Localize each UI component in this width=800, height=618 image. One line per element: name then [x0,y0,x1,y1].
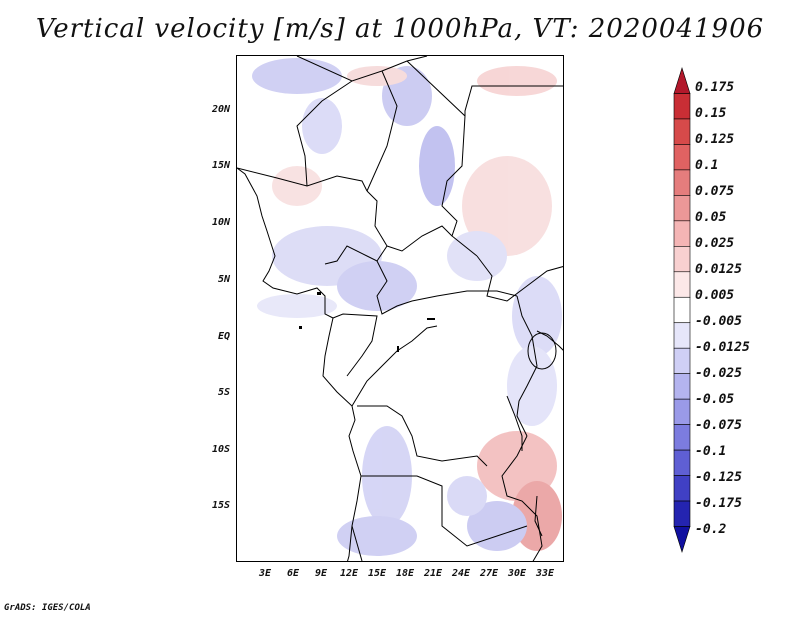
colorbar-label: 0.0125 [695,262,742,277]
colorbar-label: 0.075 [695,184,735,199]
islands [299,292,435,352]
colorbar-label: 0.05 [695,210,727,225]
lon-label: 3E [258,568,272,579]
credit-text: GrADS: IGES/COLA [4,603,91,613]
lat-label: 10S [211,444,230,455]
colorbar-label: -0.075 [695,418,742,433]
map-canvas [237,56,563,561]
colorbar-segment [673,195,691,222]
colorbar-label: -0.025 [695,366,742,381]
map-panel [236,55,564,562]
colorbar-segment [673,475,691,502]
lon-label: 21E [423,568,443,579]
colorbar-label: 0.125 [695,132,735,147]
colorbar-segment [673,118,691,145]
colorbar-segment [673,93,691,120]
colorbar-segment [673,424,691,451]
lon-label: 9E [314,568,328,579]
lon-label: 24E [451,568,471,579]
colorbar-segment [673,66,691,94]
colorbar-segment [673,347,691,374]
lon-label: 15E [367,568,387,579]
lat-label: 15S [211,500,230,511]
colorbar-segment [673,373,691,400]
colorbar-label: 0.15 [695,106,727,121]
colorbar-label: -0.175 [695,496,742,511]
colorbar-segment [673,500,691,527]
colorbar-segment [673,220,691,247]
colorbar-segment [673,144,691,171]
colorbar-segment [673,526,691,554]
colorbar-segment [673,398,691,425]
colorbar-label: -0.1 [695,444,727,459]
colorbar-label: 0.175 [695,80,735,95]
colorbar-label: -0.005 [695,314,742,329]
lat-label: EQ [217,331,230,342]
colorbar-segment [673,296,691,324]
lon-label: 27E [479,568,499,579]
lon-label: 6E [286,568,300,579]
lat-label: 5S [217,387,230,398]
colorbar-segment [673,271,691,298]
colorbar-label: -0.2 [695,522,727,537]
lat-label: 20N [211,104,230,115]
lon-label: 33E [535,568,555,579]
colorbar-segment [673,169,691,196]
colorbar-label: -0.0125 [695,340,750,355]
colorbar-label: 0.005 [695,288,735,303]
colorbar [673,66,691,554]
colorbar-label: -0.05 [695,392,735,407]
lon-label: 30E [507,568,527,579]
lon-label: 18E [395,568,415,579]
colorbar-label: 0.1 [695,158,719,173]
colorbar-segment [673,449,691,476]
lat-label: 5N [217,274,230,285]
colorbar-label: -0.125 [695,470,742,485]
lon-label: 12E [339,568,359,579]
lat-label: 10N [211,217,230,228]
lat-label: 15N [211,160,230,171]
colorbar-label: 0.025 [695,236,735,251]
colorbar-segment [673,246,691,273]
chart-title: Vertical velocity [m/s] at 1000hPa, VT: … [35,14,765,44]
colorbar-segment [673,322,691,349]
